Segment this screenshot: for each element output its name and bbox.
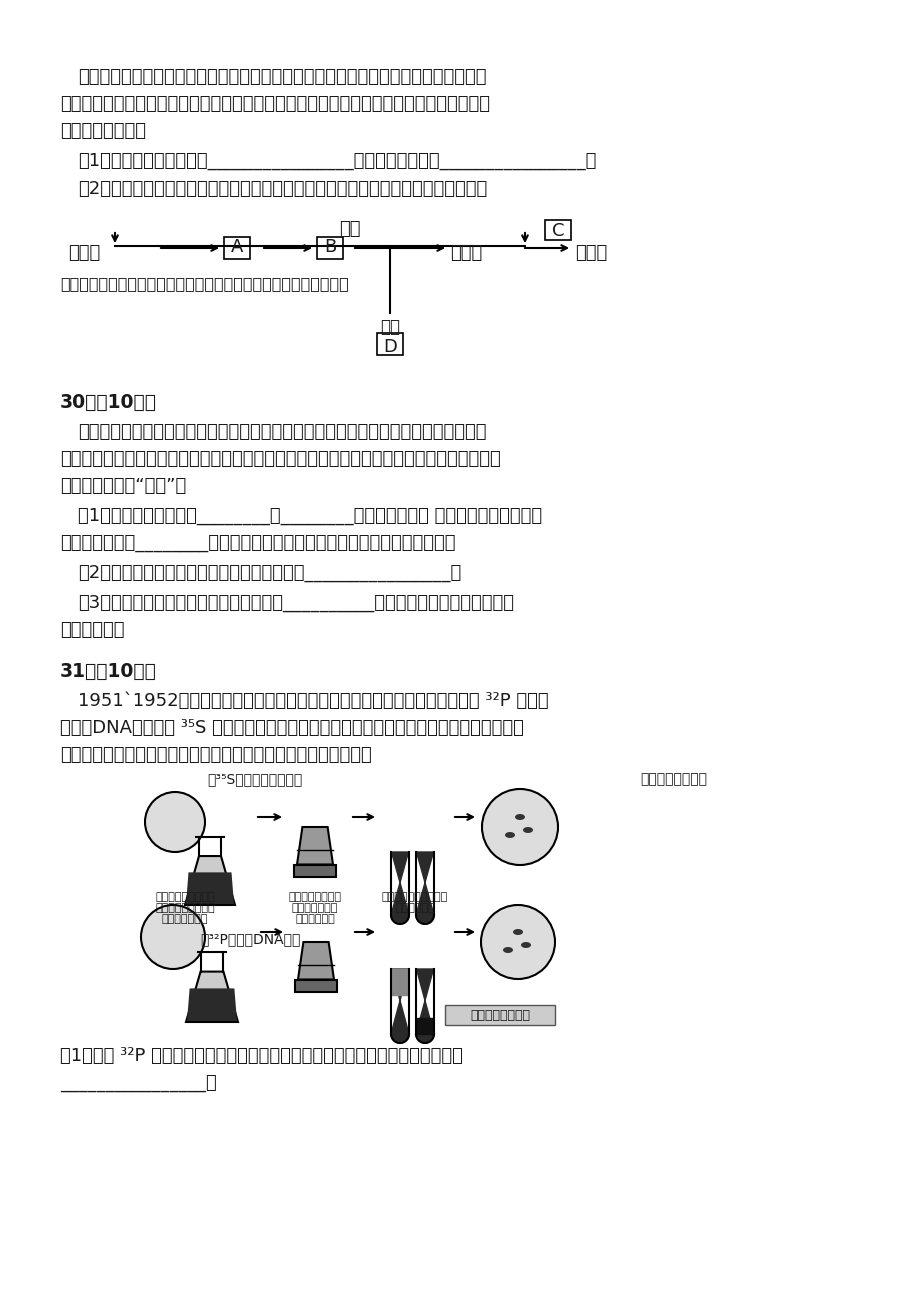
Text: （3）红细胞溢血后，流出细胞外的物质是__________，这种物质使红细胞具有运输: （3）红细胞溢血后，流出细胞外的物质是__________，这种物质使红细胞具有…	[78, 594, 514, 612]
Text: （2）完成下列图解，请在答题卡相应的位置上填上字母所代表的正确的细胞结构名称: （2）完成下列图解，请在答题卡相应的位置上填上字母所代表的正确的细胞结构名称	[78, 180, 487, 198]
Polygon shape	[415, 852, 434, 924]
Bar	[223, 237, 250, 259]
Text: 放射性同位素标记的: 放射性同位素标记的	[155, 892, 214, 902]
Text: 有重要作用的是________，功能越复杂的细胞，该成分的种类和含量会越多。: 有重要作用的是________，功能越复杂的细胞，该成分的种类和含量会越多。	[60, 534, 455, 552]
Polygon shape	[297, 827, 333, 865]
Ellipse shape	[503, 947, 513, 953]
Polygon shape	[186, 872, 233, 904]
Text: 或细胞结构相关：: 或细胞结构相关：	[60, 122, 146, 141]
Text: 沉淠物放射性很高: 沉淠物放射性很高	[470, 1009, 529, 1022]
Text: 悬浮液放射性很高: 悬浮液放射性很高	[640, 772, 706, 786]
Text: 1951`1952年赫尔希和蔡司进行了噬菌体侵染细菌的实验。实验中，他们用 ³²P 标记噬: 1951`1952年赫尔希和蔡司进行了噬菌体侵染细菌的实验。实验中，他们用 ³²…	[78, 691, 548, 710]
Ellipse shape	[522, 827, 532, 833]
Text: 把细胞中发生的各种生命活动统称为细胞代谢，而细胞中的各种细胞器和其他结构都具: 把细胞中发生的各种生命活动统称为细胞代谢，而细胞中的各种细胞器和其他结构都具	[78, 68, 486, 86]
Text: 高心，检测悬浮液和沉: 高心，检测悬浮液和沉	[381, 892, 448, 902]
Text: 核糖体: 核糖体	[68, 243, 100, 262]
Bar	[445, 1005, 554, 1025]
Text: 被³⁵S标记的噬菌体外壳: 被³⁵S标记的噬菌体外壳	[207, 772, 302, 786]
Text: （2）如何处理红细胞才能使其发生溢血现象？________________。: （2）如何处理红细胞才能使其发生溢血现象？________________。	[78, 564, 460, 582]
Text: 在搴拌器中搴拌，: 在搴拌器中搴拌，	[289, 892, 341, 902]
Text: 30、（10分）: 30、（10分）	[60, 393, 157, 411]
Polygon shape	[415, 969, 434, 1043]
Text: D: D	[382, 339, 396, 355]
Text: 体与细菌分离: 体与细菌分离	[295, 914, 335, 924]
Bar	[317, 237, 343, 259]
Bar	[295, 979, 336, 992]
Polygon shape	[391, 969, 408, 995]
Text: 在生物学上称为“血影”。: 在生物学上称为“血影”。	[60, 477, 186, 495]
Text: 红细胞破裂发生溢血现象。再将流出细胞外的物质冲洗掉，剩下的结构就是较纯净的细胞膜，: 红细胞破裂发生溢血现象。再将流出细胞外的物质冲洗掉，剩下的结构就是较纯净的细胞膜…	[60, 450, 500, 467]
Ellipse shape	[515, 814, 525, 820]
Text: （1）在用 ³²P 标记的一组实验中，放射性同位素主要分布在沉淠物中，这说明：: （1）在用 ³²P 标记的一组实验中，放射性同位素主要分布在沉淠物中，这说明：	[60, 1047, 462, 1065]
Polygon shape	[186, 971, 238, 1022]
Bar	[544, 220, 571, 240]
Text: 31．（10分）: 31．（10分）	[60, 661, 157, 681]
Circle shape	[141, 905, 205, 969]
Ellipse shape	[505, 832, 515, 838]
Text: B: B	[323, 238, 335, 256]
Text: A: A	[231, 238, 243, 256]
Polygon shape	[391, 852, 409, 924]
Text: 菌。最后，把受感染的细菌与噬菌体外壳分离。过程与结果如下图: 菌。最后，把受感染的细菌与噬菌体外壳分离。过程与结果如下图	[60, 746, 371, 764]
Polygon shape	[416, 1018, 433, 1034]
Polygon shape	[185, 855, 234, 905]
Polygon shape	[391, 969, 409, 1043]
Ellipse shape	[520, 943, 530, 948]
Circle shape	[482, 789, 558, 865]
Text: 囊泡: 囊泡	[339, 220, 360, 238]
Text: 供能: 供能	[380, 318, 400, 336]
Text: （氨基酸形成肽链）（加工肽链，形成蛋白质）（进一步修饰加工）: （氨基酸形成肽链）（加工肽链，形成蛋白质）（进一步修饰加工）	[60, 276, 348, 292]
Text: 噬菌体侵染细菌: 噬菌体侵染细菌	[162, 914, 208, 924]
Text: 使细胞外的噬菌: 使细胞外的噬菌	[291, 904, 338, 913]
Text: ________________；: ________________；	[60, 1074, 217, 1092]
Circle shape	[145, 792, 205, 852]
Text: 哺乳动物（或人）的成熟红细胞，没有细胞核和各种细胞器，将其作特殊处理后，造成: 哺乳动物（或人）的成熟红细胞，没有细胞核和各种细胞器，将其作特殊处理后，造成	[78, 423, 486, 441]
Text: 细胞外: 细胞外	[574, 243, 607, 262]
Text: 噬菌体与细菌混合，: 噬菌体与细菌混合，	[155, 904, 214, 913]
Text: 有一定的功能，是细胞代谢的结构基础。请回答，下列生命活动主要与细胞中的那些细胞器: 有一定的功能，是细胞代谢的结构基础。请回答，下列生命活动主要与细胞中的那些细胞器	[60, 95, 490, 113]
Text: （1）血影的化学组成是________、________和少量的糖类。 其中对行使细胞膜功能: （1）血影的化学组成是________、________和少量的糖类。 其中对行…	[78, 506, 541, 525]
Text: 被³²P标记的DNA分子: 被³²P标记的DNA分子	[199, 932, 300, 947]
Bar	[377, 333, 403, 355]
Text: C: C	[551, 223, 563, 240]
Circle shape	[481, 905, 554, 979]
Bar	[294, 865, 335, 878]
Text: 氧气的功能。: 氧气的功能。	[60, 621, 124, 639]
Polygon shape	[298, 943, 334, 979]
Text: 细胞膜: 细胞膜	[449, 243, 482, 262]
Ellipse shape	[513, 930, 522, 935]
Polygon shape	[187, 988, 237, 1021]
Text: 淠物的放射性: 淠物的放射性	[394, 904, 435, 913]
Text: 菌体的DNA分子，用 ³⁵S 标记噬菌体的蛋白质分子，然后用标记好的噬菌体分别侵染大肠杠: 菌体的DNA分子，用 ³⁵S 标记噬菌体的蛋白质分子，然后用标记好的噬菌体分别侵…	[60, 719, 523, 737]
Text: （1）调节植物细胞内环境________________；细胞器分解自溢________________；: （1）调节植物细胞内环境________________；细胞器分解自溢____…	[78, 152, 596, 171]
